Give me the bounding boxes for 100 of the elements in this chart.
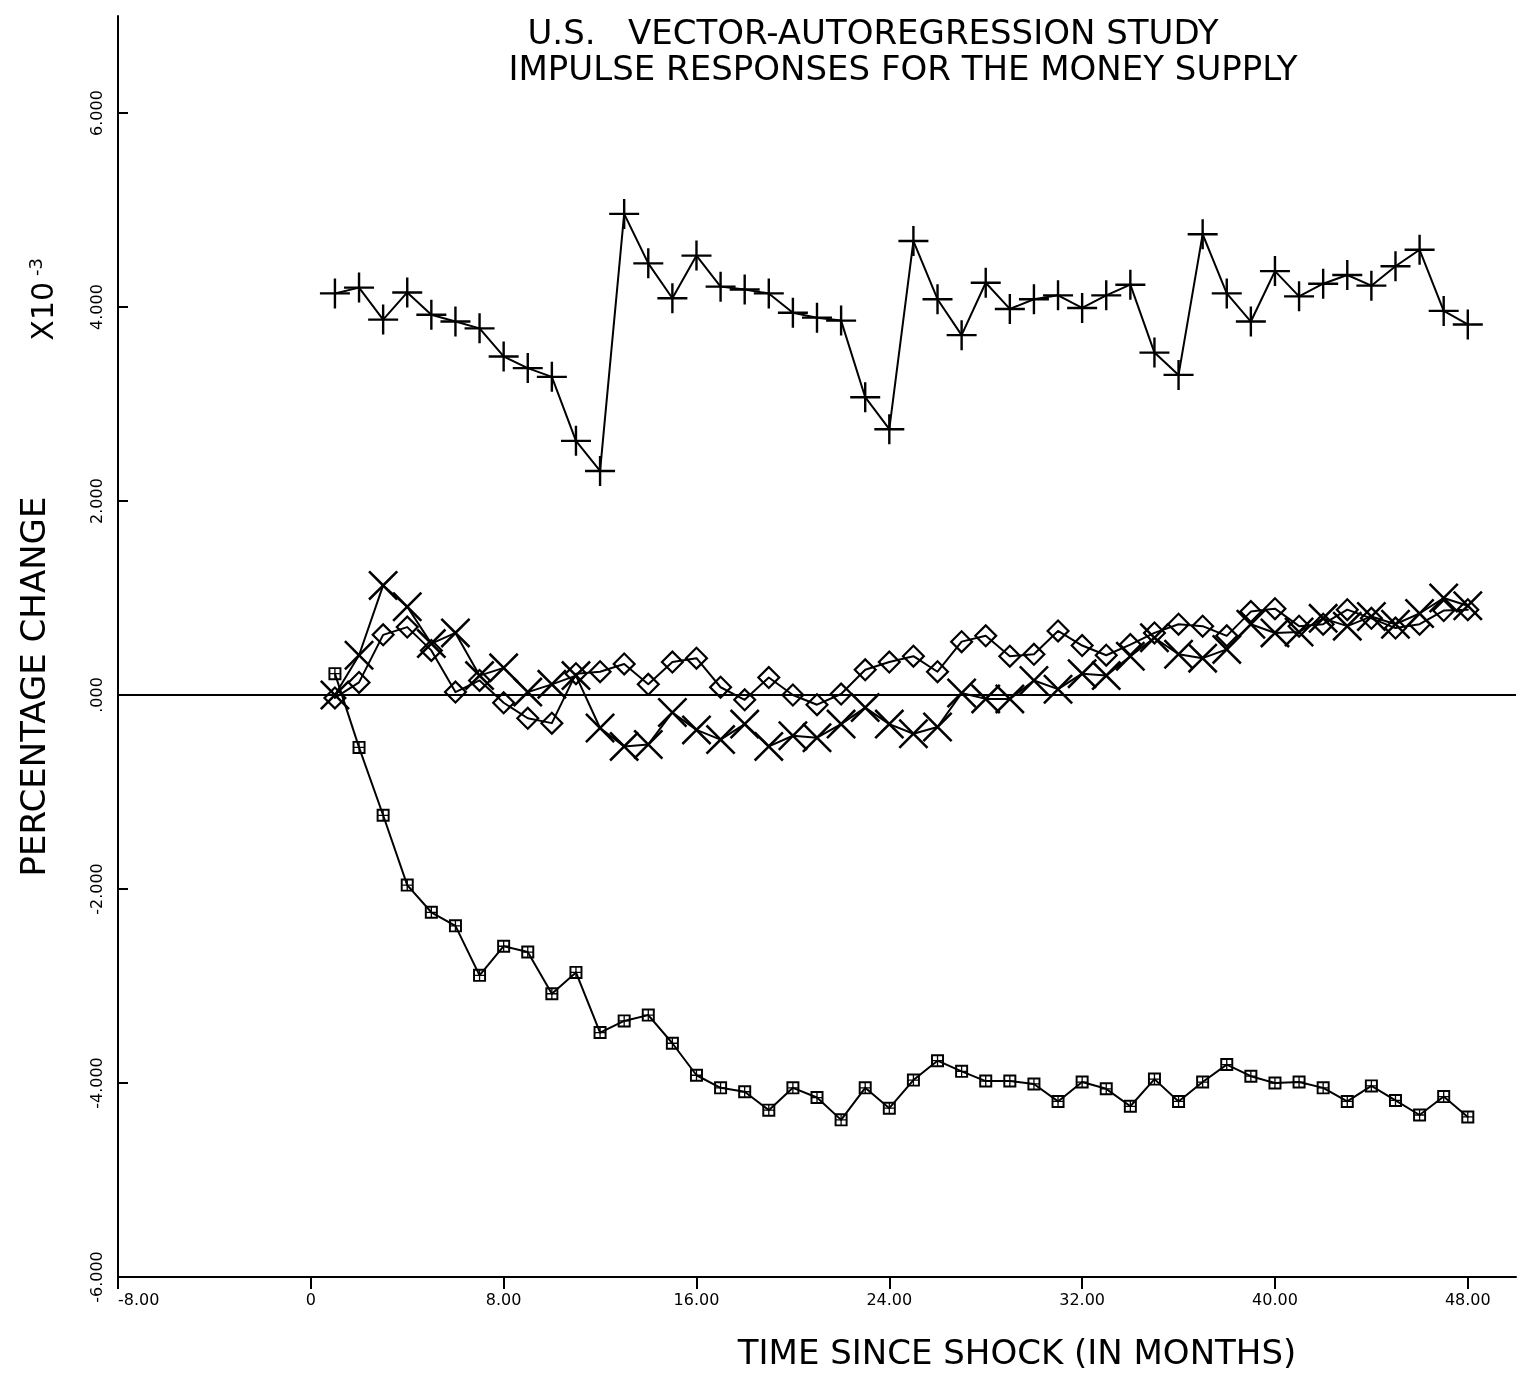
point xyxy=(1461,1110,1475,1124)
x-tick-label: 48.00 xyxy=(1444,1289,1491,1309)
point xyxy=(689,1068,703,1082)
point xyxy=(874,709,905,740)
point xyxy=(1428,295,1459,326)
point xyxy=(392,277,423,308)
point xyxy=(1404,234,1435,265)
point xyxy=(464,313,495,344)
point xyxy=(1021,642,1046,667)
x-axis-title: TIME SINCE SHOCK (IN MONTHS) xyxy=(736,1332,1297,1372)
point xyxy=(994,683,1025,714)
point xyxy=(684,646,709,671)
point xyxy=(1094,643,1119,668)
point xyxy=(882,1101,896,1115)
point xyxy=(1190,614,1215,639)
point xyxy=(617,1014,631,1028)
point xyxy=(609,731,640,762)
point xyxy=(593,1026,607,1040)
point xyxy=(874,414,905,445)
point xyxy=(829,682,854,707)
point xyxy=(997,644,1022,669)
point xyxy=(901,644,926,669)
point xyxy=(1380,609,1411,640)
point xyxy=(569,965,583,979)
point xyxy=(344,640,375,671)
point xyxy=(665,1036,679,1050)
point xyxy=(1340,1094,1354,1108)
point xyxy=(1003,1074,1017,1088)
point xyxy=(1220,1058,1234,1072)
point xyxy=(344,272,375,303)
point xyxy=(448,919,462,933)
point xyxy=(443,680,468,705)
point xyxy=(1163,359,1194,390)
point xyxy=(395,615,420,640)
point xyxy=(1452,309,1483,340)
point xyxy=(319,278,350,309)
point xyxy=(732,687,757,712)
point xyxy=(970,683,1001,714)
point xyxy=(588,659,613,684)
point xyxy=(780,683,805,707)
point xyxy=(1166,612,1191,637)
point xyxy=(1051,1094,1065,1108)
point xyxy=(955,1064,969,1078)
point xyxy=(1187,643,1218,674)
x-tick-label: -8.00 xyxy=(118,1289,160,1309)
point xyxy=(714,1081,728,1095)
point xyxy=(1091,660,1122,691)
point xyxy=(1316,1081,1330,1095)
point xyxy=(738,1085,752,1099)
y-tick-label: 2.000 xyxy=(86,478,106,524)
point xyxy=(1139,337,1170,368)
point xyxy=(973,623,998,648)
point xyxy=(1428,583,1459,613)
point xyxy=(347,670,372,695)
point xyxy=(440,617,471,648)
point xyxy=(633,729,664,760)
y-axis-title: PERCENTAGE CHANGE xyxy=(13,496,53,877)
point xyxy=(473,968,487,982)
point xyxy=(1027,1077,1041,1091)
point xyxy=(850,692,881,723)
point xyxy=(1115,641,1146,672)
point xyxy=(756,665,781,690)
point xyxy=(1091,280,1122,311)
point xyxy=(1380,251,1411,282)
point xyxy=(949,629,974,654)
point xyxy=(376,808,390,822)
point xyxy=(400,878,414,892)
point xyxy=(762,1103,776,1117)
point xyxy=(497,939,511,953)
point xyxy=(1364,1079,1378,1093)
point xyxy=(1235,609,1266,640)
point xyxy=(1244,1069,1258,1083)
point xyxy=(416,299,447,330)
point xyxy=(853,657,878,682)
point xyxy=(753,731,784,762)
point xyxy=(633,248,664,279)
point xyxy=(641,1008,655,1022)
point xyxy=(1070,633,1095,658)
y-tick-label: -4.000 xyxy=(86,1057,106,1109)
point xyxy=(1018,665,1049,696)
point xyxy=(1139,622,1170,653)
point xyxy=(777,720,808,751)
point xyxy=(440,306,471,337)
point xyxy=(922,712,953,743)
x-tick-label: 24.00 xyxy=(866,1289,913,1309)
x-tick-label: 40.00 xyxy=(1252,1289,1298,1309)
point xyxy=(1332,611,1363,642)
point xyxy=(536,669,567,700)
point xyxy=(1067,658,1098,689)
point xyxy=(416,628,447,659)
point xyxy=(681,714,712,745)
point xyxy=(826,305,857,336)
point xyxy=(1123,1099,1137,1113)
point xyxy=(1163,639,1194,670)
point xyxy=(1262,596,1287,621)
point xyxy=(488,341,519,372)
point xyxy=(906,1073,920,1087)
point xyxy=(371,622,396,647)
point xyxy=(877,650,902,675)
point xyxy=(352,740,366,754)
